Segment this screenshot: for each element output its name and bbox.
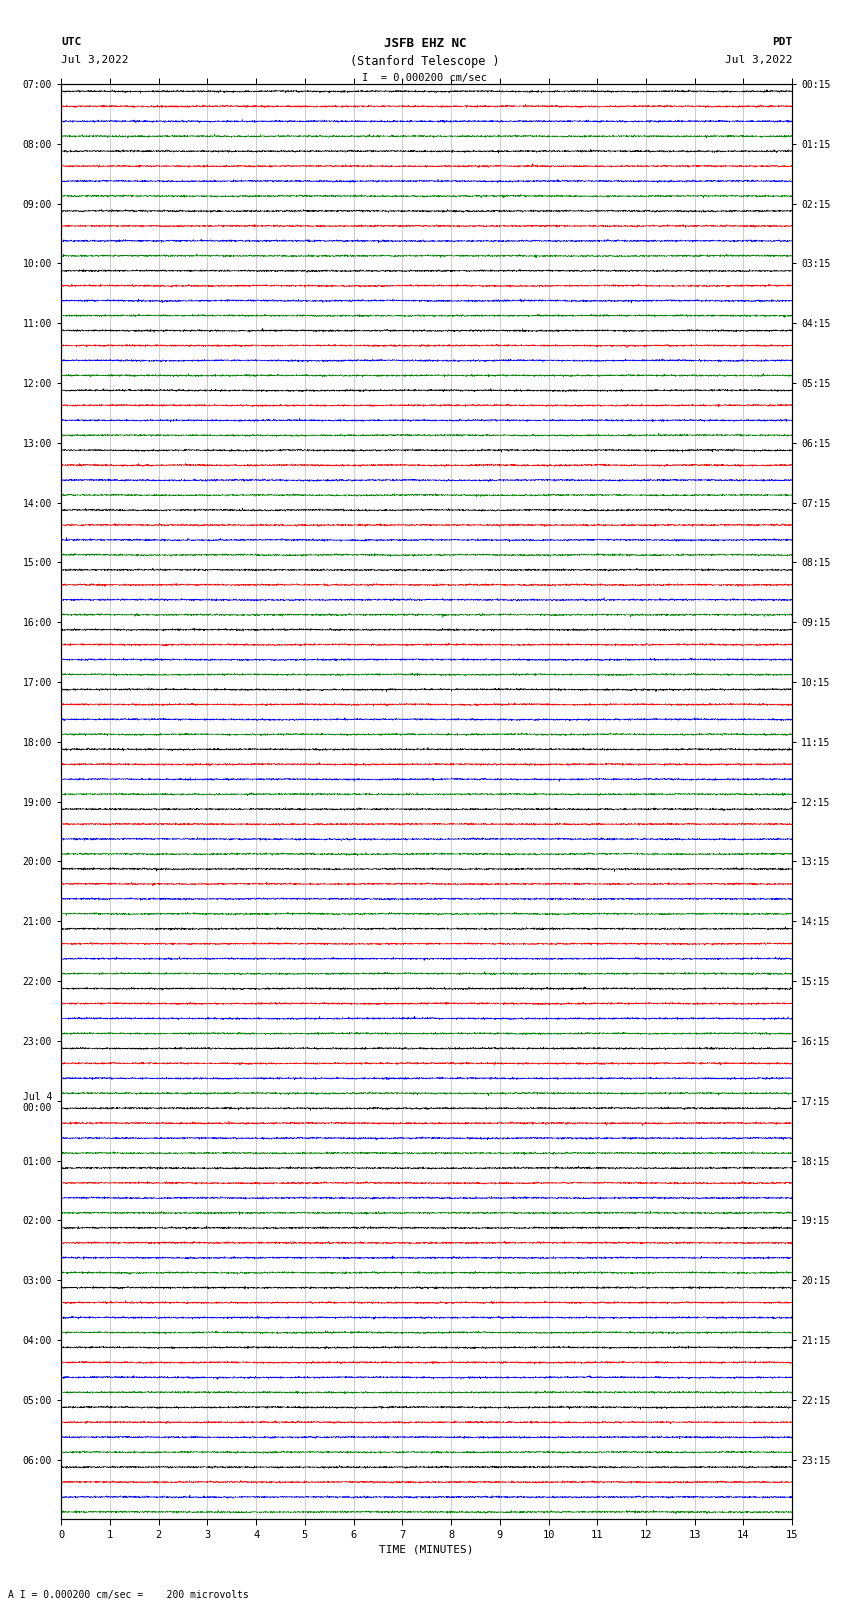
Text: UTC: UTC xyxy=(61,37,82,47)
Text: I  = 0.000200 cm/sec: I = 0.000200 cm/sec xyxy=(362,73,488,82)
Text: Jul 3,2022: Jul 3,2022 xyxy=(61,55,128,65)
Text: Jul 3,2022: Jul 3,2022 xyxy=(725,55,792,65)
Text: (Stanford Telescope ): (Stanford Telescope ) xyxy=(350,55,500,68)
X-axis label: TIME (MINUTES): TIME (MINUTES) xyxy=(379,1544,474,1553)
Text: JSFB EHZ NC: JSFB EHZ NC xyxy=(383,37,467,50)
Text: PDT: PDT xyxy=(772,37,792,47)
Text: A I = 0.000200 cm/sec =    200 microvolts: A I = 0.000200 cm/sec = 200 microvolts xyxy=(8,1590,249,1600)
